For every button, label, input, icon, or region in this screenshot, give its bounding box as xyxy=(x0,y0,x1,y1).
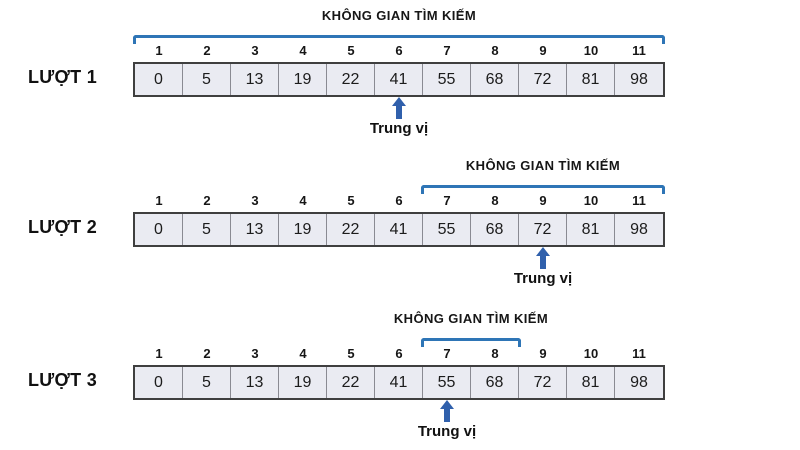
index-label: 3 xyxy=(251,346,259,361)
search-space-bracket xyxy=(421,338,521,347)
index-label: 2 xyxy=(203,43,211,58)
array-cell: 55 xyxy=(423,367,471,398)
median-label: Trung vị xyxy=(369,120,429,137)
index-label: 3 xyxy=(251,43,259,58)
search-space-title: KHÔNG GIAN TÌM KIẾM xyxy=(321,8,477,23)
array-cell: 19 xyxy=(279,367,327,398)
index-label: 4 xyxy=(299,43,307,58)
array-cell: 22 xyxy=(327,367,375,398)
index-label: 1 xyxy=(155,346,163,361)
index-label: 11 xyxy=(632,193,646,208)
index-label: 6 xyxy=(395,43,403,58)
array-cell: 19 xyxy=(279,64,327,95)
array-cell: 68 xyxy=(471,64,519,95)
median-label: Trung vị xyxy=(513,270,573,287)
index-label: 8 xyxy=(491,43,499,58)
array-row: 0 5 13 19 22 41 55 68 72 81 98 xyxy=(133,212,665,247)
array-cell: 98 xyxy=(630,220,648,238)
search-space-bracket xyxy=(421,185,665,194)
index-label: 5 xyxy=(347,346,355,361)
array-cell: 41 xyxy=(375,214,423,245)
array-cell: 13 xyxy=(231,64,279,95)
array-cell: 81 xyxy=(567,64,615,95)
median-arrow-up-icon xyxy=(535,247,551,269)
array-cell: 22 xyxy=(327,214,375,245)
index-label: 10 xyxy=(583,193,599,208)
array-cell: 5 xyxy=(183,64,231,95)
index-label: 9 xyxy=(539,193,547,208)
round-label: LƯỢT 2 xyxy=(28,217,98,237)
median-arrow-up-icon xyxy=(439,400,455,422)
index-label: 5 xyxy=(347,193,355,208)
index-label: 4 xyxy=(299,193,307,208)
array-row: 0 5 13 19 22 41 55 68 72 81 98 xyxy=(133,62,665,97)
index-label: 2 xyxy=(203,193,211,208)
search-space-title: KHÔNG GIAN TÌM KIẾM xyxy=(393,311,549,326)
array-cell: 98 xyxy=(630,373,648,391)
index-label: 10 xyxy=(583,43,599,58)
index-label: 11 xyxy=(632,43,646,58)
array-cell: 5 xyxy=(183,214,231,245)
array-cell: 81 xyxy=(567,214,615,245)
array-cell: 72 xyxy=(519,214,567,245)
array-cell: 5 xyxy=(183,367,231,398)
array-cell: 98 xyxy=(630,70,648,88)
index-row: 1 2 3 4 5 6 7 8 9 10 11 xyxy=(135,346,663,361)
median-label: Trung vị xyxy=(417,423,477,440)
index-label: 4 xyxy=(299,346,307,361)
index-label: 9 xyxy=(539,346,547,361)
array-cell: 0 xyxy=(135,64,183,95)
array-cell: 72 xyxy=(519,367,567,398)
index-label: 5 xyxy=(347,43,355,58)
index-label: 7 xyxy=(443,43,451,58)
index-label: 2 xyxy=(203,346,211,361)
index-label: 6 xyxy=(395,193,403,208)
index-label: 8 xyxy=(491,193,499,208)
index-label: 6 xyxy=(395,346,403,361)
round-label: LƯỢT 1 xyxy=(28,67,98,87)
array-cell: 0 xyxy=(135,367,183,398)
array-cell: 68 xyxy=(471,214,519,245)
index-label: 1 xyxy=(155,193,163,208)
index-row: 1 2 3 4 5 6 7 8 9 10 11 xyxy=(135,43,663,58)
array-cell: 72 xyxy=(519,64,567,95)
array-cell: 68 xyxy=(471,367,519,398)
index-row: 1 2 3 4 5 6 7 8 9 10 11 xyxy=(135,193,663,208)
search-space-bracket xyxy=(133,35,665,44)
index-label: 1 xyxy=(155,43,163,58)
array-row: 0 5 13 19 22 41 55 68 72 81 98 xyxy=(133,365,665,400)
array-cell: 81 xyxy=(567,367,615,398)
array-cell: 41 xyxy=(375,64,423,95)
index-label: 8 xyxy=(491,346,499,361)
index-label: 7 xyxy=(443,193,451,208)
search-space-title: KHÔNG GIAN TÌM KIẾM xyxy=(465,158,621,173)
array-cell: 13 xyxy=(231,214,279,245)
index-label: 10 xyxy=(583,346,599,361)
array-cell: 55 xyxy=(423,64,471,95)
index-label: 11 xyxy=(632,346,646,361)
index-label: 9 xyxy=(539,43,547,58)
array-cell: 13 xyxy=(231,367,279,398)
array-cell: 0 xyxy=(135,214,183,245)
index-label: 3 xyxy=(251,193,259,208)
array-cell: 41 xyxy=(375,367,423,398)
index-label: 7 xyxy=(443,346,451,361)
array-cell: 55 xyxy=(423,214,471,245)
round-label: LƯỢT 3 xyxy=(28,370,98,390)
array-cell: 22 xyxy=(327,64,375,95)
array-cell: 19 xyxy=(279,214,327,245)
median-arrow-up-icon xyxy=(391,97,407,119)
